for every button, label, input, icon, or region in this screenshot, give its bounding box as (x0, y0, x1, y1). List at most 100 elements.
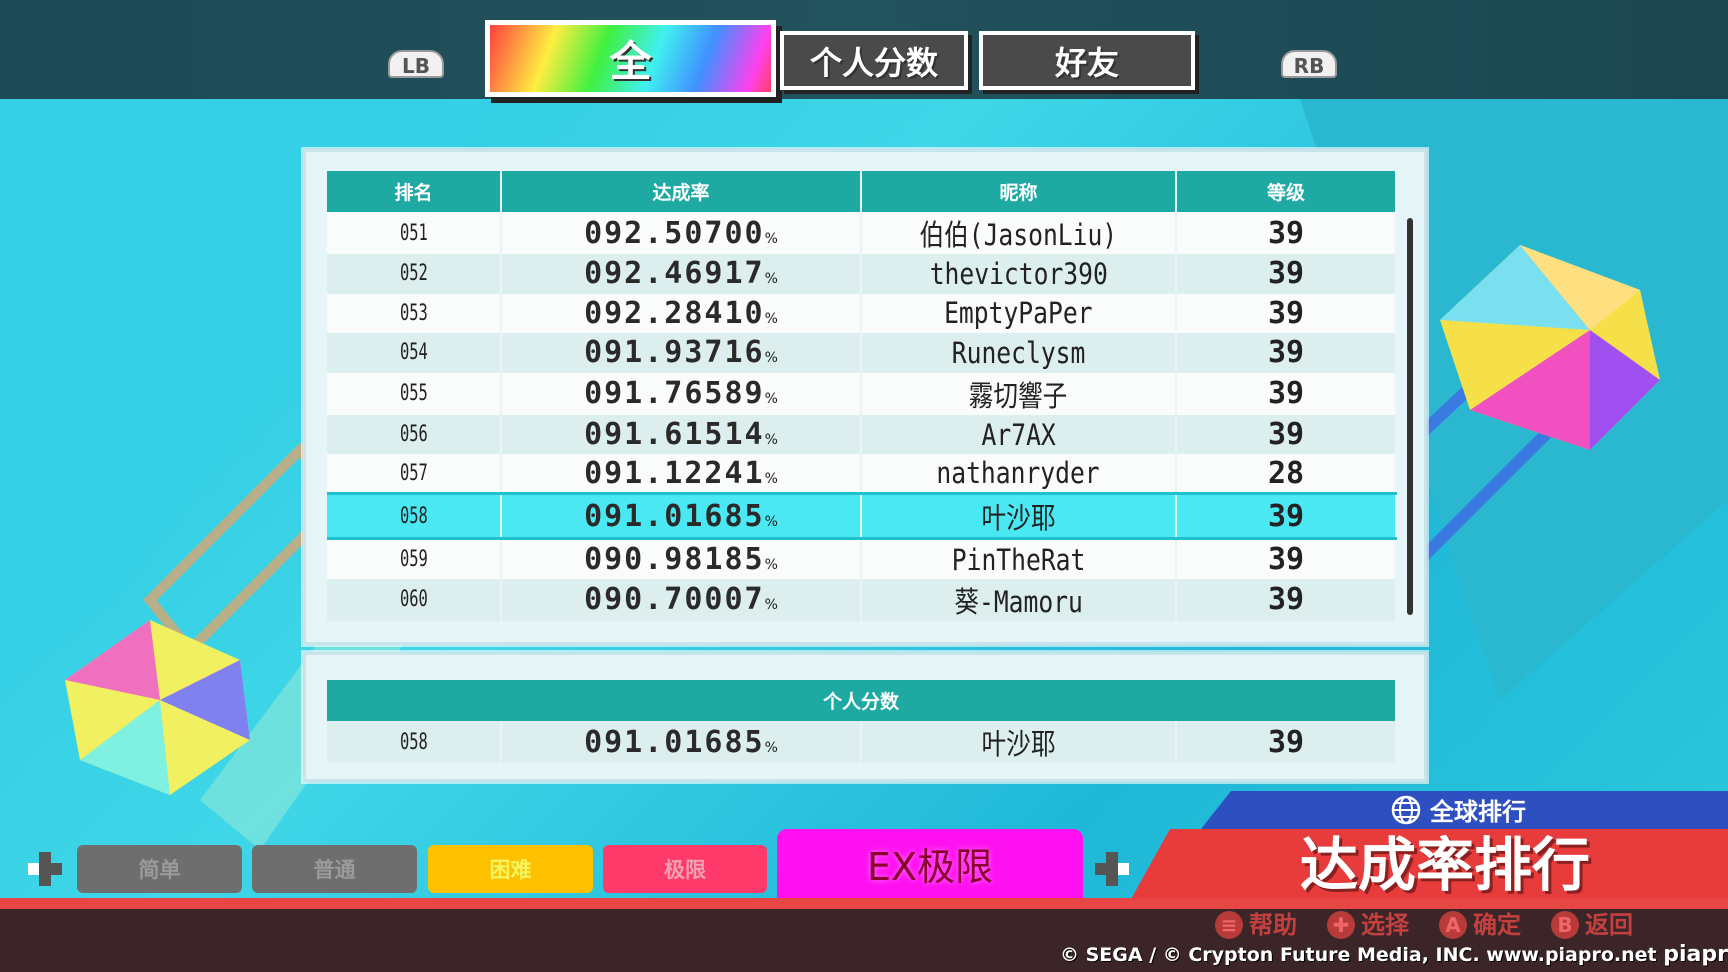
rank: 051 (399, 220, 428, 246)
button-hints: ≡ 帮助 ✚ 选择 A 确定 B 返回 (1215, 911, 1633, 939)
lb-button[interactable]: LB (388, 50, 444, 78)
nickname: 叶沙耶 (981, 727, 1056, 761)
globe-icon (1391, 795, 1421, 824)
percent-sign: % (764, 230, 778, 247)
hint-label: 确定 (1473, 911, 1521, 939)
rank: 057 (399, 460, 428, 486)
level: 39 (1267, 215, 1305, 251)
scope-band (1201, 791, 1728, 829)
difficulty-button[interactable]: 普通 (252, 845, 417, 893)
rank: 055 (399, 381, 428, 407)
difficulty-button[interactable]: 极限 (603, 845, 767, 893)
difficulty-button[interactable]: 简单 (77, 845, 242, 893)
ranking-title: 达成率排行 (1300, 831, 1591, 899)
table-row[interactable]: 056 091.61514% Ar7AX 39 (327, 414, 1397, 455)
tab-friends[interactable]: 好友 (979, 31, 1195, 90)
nickname: thevictor390 (929, 256, 1108, 291)
percent-sign: % (764, 470, 778, 487)
rate: 090.98185 (584, 542, 765, 578)
scrollbar[interactable] (1407, 218, 1413, 615)
ranking-scope: 全球排行 (1390, 792, 1526, 827)
rate: 092.46917 (584, 256, 765, 292)
rate: 091.93716 (584, 335, 765, 371)
rate: 091.01685 (584, 498, 765, 534)
dpad-right-icon (1095, 852, 1129, 886)
percent-sign: % (764, 513, 778, 530)
percent-sign: % (764, 432, 778, 449)
rate: 092.50700 (584, 215, 765, 251)
rate: 091.76589 (584, 376, 765, 412)
nickname: nathanryder (936, 456, 1101, 491)
controller-button-icon: B (1551, 911, 1579, 939)
controller-button-icon: A (1439, 911, 1467, 939)
rank: 054 (399, 340, 428, 366)
rank: 053 (399, 300, 428, 326)
rank: 058 (399, 729, 428, 755)
hint-label: 返回 (1585, 911, 1633, 939)
level: 39 (1267, 582, 1305, 618)
rate: 091.01685 (584, 724, 765, 760)
rate: 090.70007 (584, 582, 765, 618)
table-row[interactable]: 054 091.93716% Runeclysm 39 (327, 333, 1397, 373)
column-header-level: 等级 (1176, 171, 1397, 212)
percent-sign: % (764, 271, 778, 288)
table-row[interactable]: 052 092.46917% thevictor390 39 (327, 254, 1397, 294)
nickname: PinTheRat (951, 542, 1086, 577)
column-header-rate: 达成率 (501, 171, 862, 212)
copyright: © SEGA / © Crypton Future Media, INC. ww… (1060, 943, 1728, 967)
nickname: Runeclysm (951, 335, 1086, 370)
hint-0: ≡ 帮助 (1215, 911, 1297, 939)
difficulty-selected-button[interactable]: EX极限 (777, 829, 1083, 898)
difficulty-button[interactable]: 困难 (428, 845, 593, 893)
controller-button-icon: ≡ (1215, 911, 1243, 939)
hint-label: 选择 (1361, 911, 1409, 939)
rank: 060 (399, 587, 428, 613)
rank: 052 (399, 261, 428, 287)
level: 39 (1267, 724, 1305, 760)
rb-button[interactable]: RB (1281, 50, 1337, 78)
nickname: 葵-Mamoru (954, 584, 1083, 619)
rate: 091.12241 (584, 455, 765, 491)
level: 39 (1267, 376, 1305, 412)
personal-score-table: 个人分数 058 091.01685% 叶沙耶 39 (327, 680, 1398, 763)
percent-sign: % (764, 557, 778, 574)
rate: 092.28410 (584, 295, 765, 331)
percent-sign: % (764, 310, 778, 327)
nickname: 叶沙耶 (981, 501, 1056, 536)
piapro-logo: piapro (1663, 942, 1728, 967)
table-row[interactable]: 060 090.70007% 葵-Mamoru 39 (327, 578, 1397, 621)
personal-score-row: 058 091.01685% 叶沙耶 39 (327, 721, 1398, 763)
ranking-scope-label: 全球排行 (1430, 798, 1526, 826)
column-header-rank: 排名 (327, 171, 502, 212)
column-header-nickname: 昵称 (861, 171, 1177, 212)
percent-sign: % (764, 350, 778, 367)
divider (0, 898, 1728, 909)
table-row[interactable]: 057 091.12241% nathanryder 28 (327, 454, 1397, 494)
table-row[interactable]: 055 091.76589% 霧切響子 39 (327, 372, 1397, 415)
level: 39 (1267, 335, 1305, 371)
table-row[interactable]: 059 090.98185% PinTheRat 39 (327, 538, 1397, 579)
nickname: 霧切響子 (969, 378, 1068, 413)
level: 39 (1267, 498, 1305, 534)
level: 39 (1267, 417, 1305, 453)
percent-sign: % (764, 739, 778, 756)
rate: 091.61514 (584, 417, 765, 453)
hint-3: B 返回 (1551, 911, 1633, 939)
tab-all[interactable]: 全 (485, 20, 776, 97)
table-row[interactable]: 051 092.50700% 伯伯(JasonLiu) 39 (327, 212, 1397, 254)
hint-2: A 确定 (1439, 911, 1521, 939)
dpad-left-icon (28, 852, 62, 886)
level: 28 (1267, 455, 1305, 491)
percent-sign: % (764, 597, 778, 614)
table-row-selected[interactable]: 058 091.01685% 叶沙耶 39 (327, 492, 1397, 541)
leaderboard-table: 排名 达成率 昵称 等级 051 092.50700% 伯伯(JasonLiu)… (327, 171, 1397, 621)
table-row[interactable]: 053 092.28410% EmptyPaPer 39 (327, 293, 1397, 334)
personal-score-header: 个人分数 (327, 680, 1398, 721)
percent-sign: % (764, 391, 778, 408)
level: 39 (1267, 295, 1305, 331)
rank: 059 (399, 547, 428, 573)
nickname: EmptyPaPer (944, 296, 1093, 331)
level: 39 (1267, 256, 1305, 292)
tab-personal-score[interactable]: 个人分数 (780, 31, 968, 90)
hint-label: 帮助 (1249, 911, 1297, 939)
